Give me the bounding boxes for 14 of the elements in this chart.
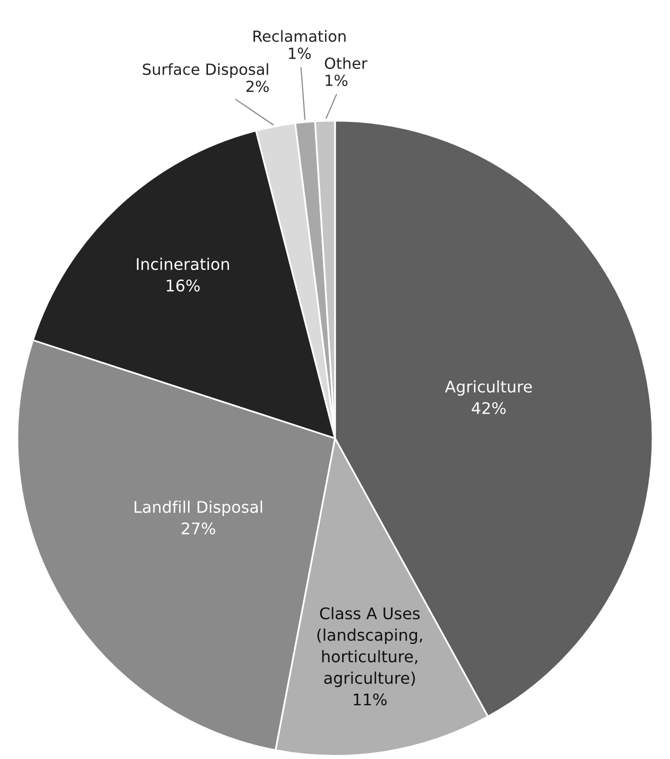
slice-label: Reclamation bbox=[254, 30, 346, 42]
data-label: 1% bbox=[326, 74, 348, 86]
data-label: 2% bbox=[246, 80, 269, 92]
slice-label: Class A Uses (landscaping, horticulture, agriculture) bbox=[317, 607, 422, 688]
data-label: 16% bbox=[166, 280, 200, 292]
slice-label: Agriculture bbox=[445, 380, 532, 396]
slice-label: Incineration bbox=[136, 258, 229, 270]
data-label: 27% bbox=[182, 522, 216, 534]
slice-label: Surface Disposal bbox=[142, 63, 268, 78]
data-label: 42% bbox=[472, 402, 506, 414]
slice-label: Landfill Disposal bbox=[134, 500, 262, 516]
data-label: 11% bbox=[354, 693, 387, 706]
slice-label: Other bbox=[324, 57, 368, 70]
data-label: 1% bbox=[288, 48, 311, 60]
